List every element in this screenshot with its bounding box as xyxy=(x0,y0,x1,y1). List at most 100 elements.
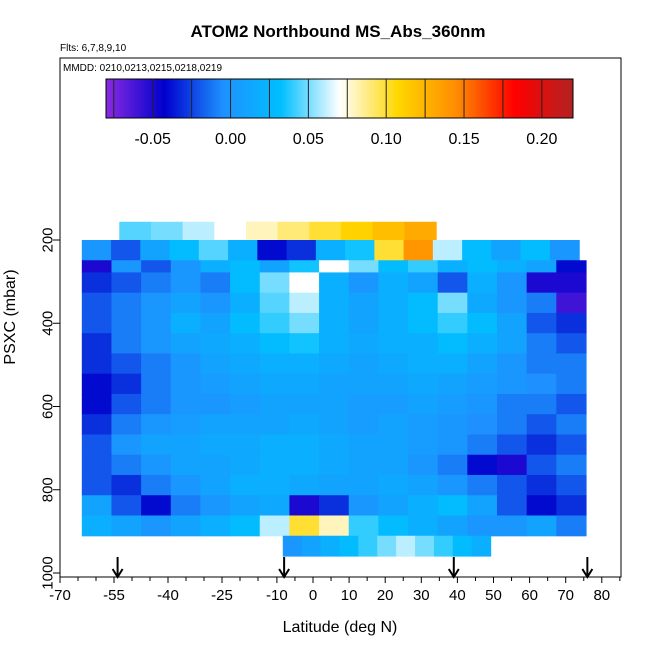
heatmap-cell xyxy=(526,414,557,436)
x-tick-label: 60 xyxy=(521,587,538,604)
heatmap-cell xyxy=(408,454,439,476)
heatmap-cell xyxy=(408,495,439,517)
heatmap-cell xyxy=(277,221,310,241)
x-tick-label: 10 xyxy=(341,587,358,604)
heatmap-cell xyxy=(259,272,291,294)
heatmap-cell xyxy=(556,373,587,395)
heatmap-cell xyxy=(230,373,261,395)
heatmap-cell xyxy=(348,312,379,334)
heatmap-cell xyxy=(111,260,142,274)
heatmap-cell xyxy=(372,221,406,241)
heatmap-cell xyxy=(111,474,142,496)
heatmap-cell xyxy=(348,434,379,456)
y-tick-label: 400 xyxy=(39,311,56,336)
heatmap-cell xyxy=(170,414,202,436)
x-tick-label: -10 xyxy=(266,587,288,604)
heatmap-cell xyxy=(556,292,587,314)
y-axis-label: PSXC (mbar) xyxy=(2,269,19,364)
heatmap-cell xyxy=(111,495,142,517)
heatmap-cell xyxy=(348,414,379,436)
x-tick-label: 50 xyxy=(485,587,502,604)
heatmap-cell xyxy=(378,495,409,517)
heatmap-cell xyxy=(408,393,439,415)
heatmap-cell xyxy=(378,474,409,496)
heatmap-cell xyxy=(526,434,557,456)
heatmap-cell xyxy=(259,454,291,476)
flight-arrows xyxy=(111,557,594,579)
heatmap-cell xyxy=(259,474,291,496)
heatmap-cell xyxy=(467,495,498,517)
heatmap-cell xyxy=(200,292,231,314)
heatmap-cell xyxy=(141,260,172,274)
heatmap-cell xyxy=(81,495,113,517)
x-tick-label: 0 xyxy=(309,587,317,604)
heatmap-cell xyxy=(496,414,528,436)
heatmap-cell xyxy=(437,474,468,496)
heatmap-cell xyxy=(437,260,468,274)
heatmap-cell xyxy=(526,272,557,294)
heatmap-cell xyxy=(408,260,439,274)
heatmap-cell xyxy=(408,272,439,294)
heatmap-cell xyxy=(496,333,528,355)
flight-arrow xyxy=(278,557,290,579)
heatmap-cell xyxy=(437,434,468,456)
y-tick-label: 600 xyxy=(39,394,56,419)
heatmap-cell xyxy=(230,333,261,355)
heatmap-cell xyxy=(403,240,434,261)
heatmap-cell xyxy=(141,393,172,415)
heatmap-cell xyxy=(200,312,231,334)
heatmap-cell xyxy=(81,240,112,261)
heatmap-cell xyxy=(169,240,200,261)
heatmap-cell xyxy=(467,292,498,314)
heatmap-cell xyxy=(408,373,439,395)
heatmap-cell xyxy=(415,535,435,557)
heatmap-cell xyxy=(81,474,113,496)
heatmap-cell xyxy=(141,434,172,456)
heatmap-cell xyxy=(289,373,320,395)
heatmap-cell xyxy=(141,515,172,537)
heatmap-cell xyxy=(111,393,142,415)
heatmap-cell xyxy=(150,221,184,241)
heatmap-cell xyxy=(200,333,231,355)
heatmap-cell xyxy=(141,272,172,294)
x-tick-label: 80 xyxy=(593,587,610,604)
x-tick-label: -40 xyxy=(157,587,179,604)
heatmap-cell xyxy=(141,312,172,334)
heatmap-cell xyxy=(437,353,468,375)
heatmap-cell xyxy=(230,515,261,537)
y-axis: 200 400 600 800 1000 xyxy=(39,227,60,590)
heatmap-cell xyxy=(319,333,350,355)
heatmap-cell xyxy=(437,393,468,415)
heatmap-cell xyxy=(214,221,247,241)
heatmap-cell xyxy=(526,393,557,415)
heatmap-cell xyxy=(289,333,320,355)
heatmap-cell xyxy=(348,353,379,375)
heatmap-cell xyxy=(141,353,172,375)
heatmap-cell xyxy=(496,260,528,274)
heatmap-cell xyxy=(200,272,231,294)
x-tick-label: -55 xyxy=(103,587,125,604)
heatmap-cell xyxy=(230,434,261,456)
heatmap-cell xyxy=(437,515,468,537)
heatmap-cell xyxy=(404,221,437,241)
flight-arrow xyxy=(111,557,124,579)
heatmap-cell xyxy=(170,474,202,496)
heatmap-cell xyxy=(111,353,142,375)
heatmap-cell xyxy=(348,333,379,355)
heatmap-cell xyxy=(556,353,587,375)
heatmap-cell xyxy=(491,240,522,261)
x-tick-label: -25 xyxy=(211,587,233,604)
heatmap-cell xyxy=(556,312,587,334)
heatmap-cell xyxy=(259,292,291,314)
colorbar-ticks: -0.05 0.00 0.05 0.10 0.15 0.20 xyxy=(113,79,558,148)
heatmap-cell xyxy=(259,495,291,517)
flights-label: Flts: 6,7,8,9,10 xyxy=(60,43,127,54)
heatmap-cell xyxy=(81,515,113,537)
heatmap-cell xyxy=(526,353,557,375)
heatmap-cell xyxy=(319,312,350,334)
heatmap-cell xyxy=(200,414,231,436)
heatmap-cell xyxy=(111,373,142,395)
heatmap-cell xyxy=(378,393,409,415)
heatmap-cell xyxy=(526,474,557,496)
heatmap-cell xyxy=(467,272,498,294)
